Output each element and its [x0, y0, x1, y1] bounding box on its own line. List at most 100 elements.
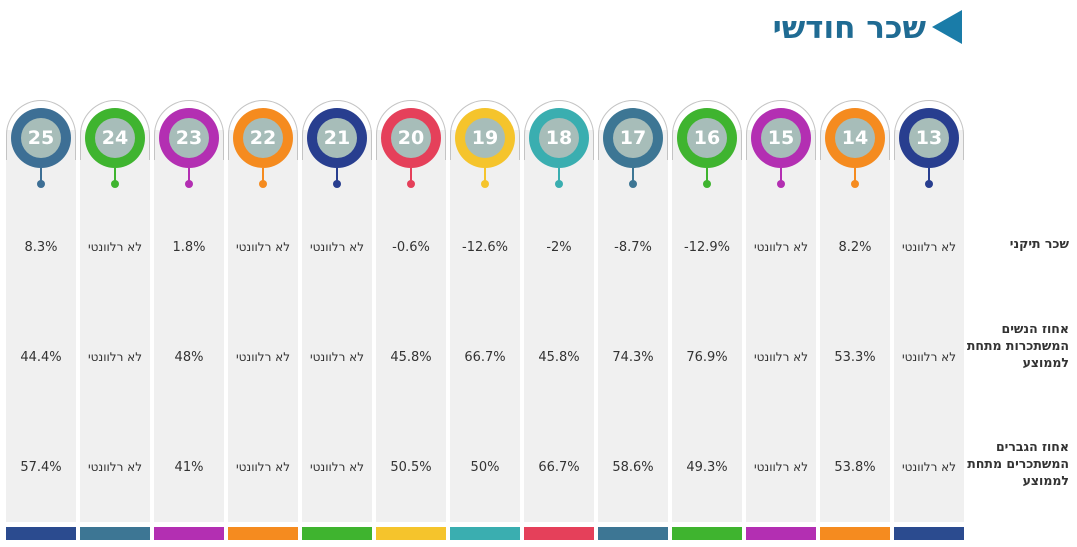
cell-men-below-average: 49.3%: [686, 460, 728, 475]
color-bar: [524, 527, 594, 540]
badge-arc: [302, 100, 372, 160]
color-bar: [894, 527, 964, 540]
row-label-standard-wage: שכר תיקני: [1009, 236, 1069, 251]
cell-standard-wage: -2%: [546, 240, 572, 255]
number-badge: 16: [677, 108, 737, 168]
column-background: [6, 130, 76, 522]
cell-standard-wage: 8.2%: [838, 240, 872, 255]
color-bar: [450, 527, 520, 540]
number-badge: 18: [529, 108, 589, 168]
cell-women-below-average: 48%: [174, 350, 204, 365]
badge-arc: [820, 100, 890, 160]
cell-women-below-average: 45.8%: [390, 350, 432, 365]
column-19: 19 -12.6% 66.7% 50%: [450, 100, 520, 540]
badge-arc: [746, 100, 816, 160]
badge-arc: [6, 100, 76, 160]
badge-number: 15: [761, 118, 801, 158]
column-17: 17 -8.7% 74.3% 58.6%: [598, 100, 668, 540]
cell-men-below-average: לא רלוונטי: [235, 460, 291, 474]
color-bar: [746, 527, 816, 540]
column-25: 25 8.3% 44.4% 57.4%: [6, 100, 76, 540]
badge-stem: [336, 168, 338, 182]
badge-number: 18: [539, 118, 579, 158]
badge-dot: [925, 180, 933, 188]
cell-standard-wage: לא רלוונטי: [235, 240, 291, 254]
badge-stem: [410, 168, 412, 182]
badge-dot: [111, 180, 119, 188]
header: שכר חודשי: [700, 8, 970, 48]
color-bar: [80, 527, 150, 540]
badge-arc: [894, 100, 964, 160]
column-21: 21 לא רלוונטי לא רלוונטי לא רלוונטי: [302, 100, 372, 540]
color-bar: [302, 527, 372, 540]
cell-women-below-average: 66.7%: [464, 350, 506, 365]
badge-number: 19: [465, 118, 505, 158]
badge-stem: [558, 168, 560, 182]
cell-men-below-average: 58.6%: [612, 460, 654, 475]
color-bar: [154, 527, 224, 540]
badge-dot: [777, 180, 785, 188]
cell-women-below-average: 76.9%: [686, 350, 728, 365]
badge-number: 21: [317, 118, 357, 158]
cell-women-below-average: לא רלוונטי: [753, 350, 809, 364]
cell-standard-wage: לא רלוונטי: [87, 240, 143, 254]
badge-arc: [672, 100, 742, 160]
badge-dot: [703, 180, 711, 188]
cell-standard-wage: 1.8%: [172, 240, 206, 255]
badge-number: 25: [21, 118, 61, 158]
cell-men-below-average: 41%: [174, 460, 204, 475]
color-bar: [672, 527, 742, 540]
color-bar: [6, 527, 76, 540]
color-bar: [376, 527, 446, 540]
badge-number: 22: [243, 118, 283, 158]
badge-dot: [37, 180, 45, 188]
badge-dot: [259, 180, 267, 188]
row-label-women-below-average: אחוז הנשים המשתכרות מתחת לממוצע: [966, 321, 1069, 370]
cell-women-below-average: 53.3%: [834, 350, 876, 365]
badge-dot: [851, 180, 859, 188]
cell-men-below-average: 53.8%: [834, 460, 876, 475]
number-badge: 14: [825, 108, 885, 168]
badge-stem: [854, 168, 856, 182]
cell-men-below-average: לא רלוונטי: [87, 460, 143, 474]
cell-men-below-average: לא רלוונטי: [753, 460, 809, 474]
column-background: [672, 130, 742, 522]
badge-stem: [114, 168, 116, 182]
cell-men-below-average: 50%: [470, 460, 500, 475]
badge-arc: [450, 100, 520, 160]
column-background: [302, 130, 372, 522]
number-badge: 24: [85, 108, 145, 168]
cell-standard-wage: לא רלוונטי: [753, 240, 809, 254]
column-14: 14 8.2% 53.3% 53.8%: [820, 100, 890, 540]
number-badge: 17: [603, 108, 663, 168]
cell-women-below-average: לא רלוונטי: [87, 350, 143, 364]
badge-number: 16: [687, 118, 727, 158]
cell-standard-wage: לא רלוונטי: [309, 240, 365, 254]
badge-dot: [333, 180, 341, 188]
cell-standard-wage: 8.3%: [24, 240, 58, 255]
cell-men-below-average: 57.4%: [20, 460, 62, 475]
column-background: [820, 130, 890, 522]
number-badge: 19: [455, 108, 515, 168]
badge-arc: [154, 100, 224, 160]
column-22: 22 לא רלוונטי לא רלוונטי לא רלוונטי: [228, 100, 298, 540]
badge-stem: [262, 168, 264, 182]
number-badge: 20: [381, 108, 441, 168]
cell-standard-wage: -12.6%: [462, 240, 508, 255]
cell-women-below-average: 74.3%: [612, 350, 654, 365]
column-24: 24 לא רלוונטי לא רלוונטי לא רלוונטי: [80, 100, 150, 540]
badge-stem: [188, 168, 190, 182]
column-background: [746, 130, 816, 522]
color-bar: [228, 527, 298, 540]
badge-stem: [928, 168, 930, 182]
column-15: 15 לא רלוונטי לא רלוונטי לא רלוונטי: [746, 100, 816, 540]
badge-stem: [706, 168, 708, 182]
cell-standard-wage: -8.7%: [614, 240, 652, 255]
cell-standard-wage: -12.9%: [684, 240, 730, 255]
number-badge: 15: [751, 108, 811, 168]
column-16: 16 -12.9% 76.9% 49.3%: [672, 100, 742, 540]
column-background: [524, 130, 594, 522]
cell-women-below-average: 45.8%: [538, 350, 580, 365]
badge-number: 23: [169, 118, 209, 158]
badge-number: 17: [613, 118, 653, 158]
